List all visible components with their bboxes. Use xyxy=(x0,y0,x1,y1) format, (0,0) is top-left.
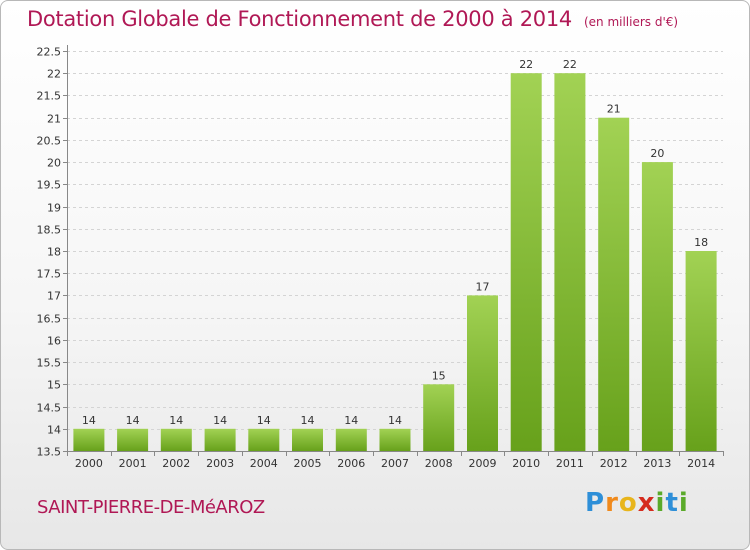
bar-value-label: 14 xyxy=(213,414,227,427)
bar-value-label: 22 xyxy=(519,58,533,71)
bar xyxy=(292,428,323,451)
logo-letter: x xyxy=(637,488,656,518)
y-tick-label: 19.5 xyxy=(37,179,62,192)
y-tick-label: 21 xyxy=(47,113,61,126)
x-tick-label: 2010 xyxy=(512,457,540,470)
x-tick-label: 2004 xyxy=(250,457,278,470)
bar xyxy=(554,73,586,451)
y-tick-label: 22 xyxy=(47,68,61,81)
y-tick-label: 21.5 xyxy=(37,90,62,103)
x-tick-label: 2001 xyxy=(119,457,147,470)
unit-label: (en milliers d'€) xyxy=(583,15,679,29)
logo-letter: r xyxy=(605,488,619,518)
bar-value-label: 15 xyxy=(432,369,446,382)
y-tick-label: 14 xyxy=(47,424,61,437)
x-tick-label: 2003 xyxy=(206,457,234,470)
bar xyxy=(117,428,149,451)
y-tick-label: 19 xyxy=(47,202,61,215)
bar xyxy=(510,73,542,451)
logo-letter: i xyxy=(655,488,666,518)
y-tick-label: 17.5 xyxy=(37,268,62,281)
logo-letter: t xyxy=(665,488,679,518)
bar-value-label: 21 xyxy=(607,103,621,116)
y-tick-label: 18 xyxy=(47,246,61,259)
logo-letter: i xyxy=(678,488,689,518)
bar-value-label: 14 xyxy=(169,414,183,427)
bar xyxy=(204,428,236,451)
x-tick-label: 2007 xyxy=(381,457,409,470)
x-tick-label: 2008 xyxy=(425,457,453,470)
y-tick-label: 20 xyxy=(47,157,61,170)
bar xyxy=(423,384,455,451)
x-tick-label: 2011 xyxy=(556,457,584,470)
bar-value-label: 14 xyxy=(257,414,271,427)
bar-value-label: 14 xyxy=(388,414,402,427)
bar-value-label: 20 xyxy=(650,147,664,160)
x-tick-label: 2005 xyxy=(294,457,322,470)
x-tick-label: 2013 xyxy=(643,457,671,470)
logo-letter: o xyxy=(618,488,638,518)
bar xyxy=(379,428,411,451)
y-tick-label: 15 xyxy=(47,379,61,392)
bar xyxy=(160,428,192,451)
x-tick-label: 2002 xyxy=(162,457,190,470)
bar xyxy=(641,162,673,451)
bar xyxy=(598,117,630,451)
y-tick-label: 18.5 xyxy=(37,224,62,237)
bar xyxy=(335,428,367,451)
x-tick-label: 2006 xyxy=(337,457,365,470)
x-tick-label: 2014 xyxy=(687,457,715,470)
bar-value-label: 14 xyxy=(301,414,315,427)
bar xyxy=(73,428,105,451)
y-tick-label: 20.5 xyxy=(37,135,62,148)
x-tick-label: 2012 xyxy=(600,457,628,470)
y-tick-label: 16.5 xyxy=(37,313,62,326)
bar-value-label: 18 xyxy=(694,236,708,249)
bar-value-label: 14 xyxy=(344,414,358,427)
chart-title: Dotation Globale de Fonctionnement de 20… xyxy=(27,7,678,31)
title-text: Dotation Globale de Fonctionnement de 20… xyxy=(27,7,572,31)
bar-value-label: 14 xyxy=(82,414,96,427)
y-tick-label: 15.5 xyxy=(37,357,62,370)
commune-name: SAINT-PIERRE-DE-MéAROZ xyxy=(37,497,265,518)
bar xyxy=(467,295,498,451)
bar-value-label: 22 xyxy=(563,58,577,71)
y-tick-label: 14.5 xyxy=(37,402,62,415)
y-tick-label: 13.5 xyxy=(37,446,62,459)
bar xyxy=(685,251,717,451)
logo-letter: P xyxy=(585,488,606,518)
x-tick-label: 2000 xyxy=(75,457,103,470)
y-tick-label: 22.5 xyxy=(37,46,62,59)
y-tick-label: 17 xyxy=(47,290,61,303)
bar xyxy=(248,428,280,451)
y-tick-label: 16 xyxy=(47,335,61,348)
bar-value-label: 14 xyxy=(126,414,140,427)
bar-value-label: 17 xyxy=(476,280,490,293)
proxiti-logo: Proxiti xyxy=(585,488,689,518)
x-tick-label: 2009 xyxy=(469,457,497,470)
